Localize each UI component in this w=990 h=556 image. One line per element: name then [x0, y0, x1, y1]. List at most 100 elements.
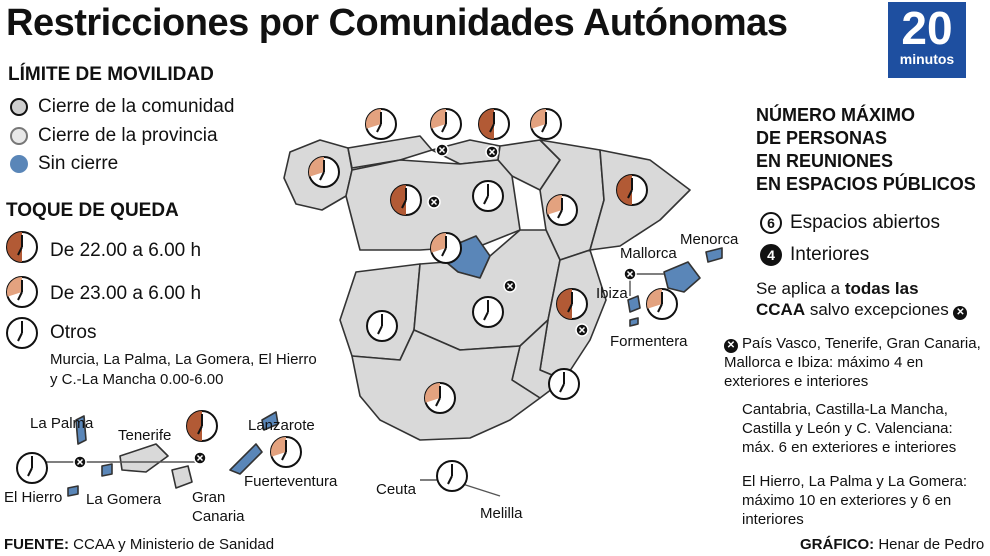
island-el-hierro: [67, 485, 79, 497]
legend-label: Otros: [50, 322, 97, 343]
exception-marker-icon: [435, 143, 449, 157]
exception-marker-icon: [485, 145, 499, 159]
otros-note-1: Murcia, La Palma, La Gomera, El Hierro: [50, 351, 317, 368]
legend-label: Sin cierre: [38, 153, 119, 174]
island-fuerteventura: [229, 443, 263, 475]
island-mallorca: [663, 261, 701, 293]
footer-grafico: GRÁFICO: Henar de Pedro: [800, 536, 984, 553]
exception-marker-icon: [503, 279, 517, 293]
label-la-gomera: La Gomera: [86, 491, 162, 508]
clock-otros-icon: [6, 317, 38, 349]
label-menorca: Menorca: [680, 231, 739, 248]
legend-label: Espacios abiertos: [790, 212, 940, 233]
clock-23h-icon: [308, 156, 340, 188]
movilidad-heading: LÍMITE DE MOVILIDAD: [8, 64, 214, 85]
exception-x-icon: ✕: [953, 305, 968, 320]
cierre-provincia-swatch: [10, 127, 28, 145]
clock-otros-icon: [472, 180, 504, 212]
island-la-gomera: [101, 463, 113, 477]
excepcion-1: ✕ País Vasco, Tenerife, Gran Canaria, Mal…: [724, 334, 986, 391]
island-la-palma: [75, 415, 87, 445]
clock-22h-icon: [390, 184, 422, 216]
legend-label: De 23.00 a 6.00 h: [50, 283, 202, 304]
legend-otros: Otros: [50, 322, 96, 344]
label-ceuta: Ceuta: [376, 481, 417, 498]
page-title: Restricciones por Comunidades Autónomas: [6, 2, 788, 44]
aplica-bold: todas las: [844, 279, 919, 298]
legend-abiertos: 6 Espacios abiertos: [760, 212, 940, 234]
label-formentera: Formentera: [610, 333, 688, 350]
label-melilla: Melilla: [480, 505, 523, 522]
grafico-label: GRÁFICO:: [800, 536, 875, 553]
clock-23h-icon: [424, 382, 456, 414]
clock-23h-icon: [430, 232, 462, 264]
clock-22h-icon: [616, 174, 648, 206]
island-ibiza: [627, 295, 641, 313]
exception-marker-icon: [427, 195, 441, 209]
interiores-number: 4: [760, 244, 782, 266]
clock-22h-icon: [556, 288, 588, 320]
region-asturias: [347, 135, 433, 169]
legend-23: De 23.00 a 6.00 h: [50, 283, 201, 305]
legend-cierre-provincia: Cierre de la provincia: [10, 125, 218, 147]
label-fuerteventura: Fuerteventura: [244, 473, 338, 490]
aplica-note: Se aplica a todas las CCAA salvo excepci…: [756, 278, 968, 320]
island-tenerife: [119, 443, 169, 473]
brand-logo: 20 minutos: [888, 2, 966, 78]
heading-line: DE PERSONAS: [756, 128, 888, 148]
label-la-palma: La Palma: [30, 415, 94, 432]
reuniones-heading: NÚMERO MÁXIMO DE PERSONAS EN REUNIONES E…: [756, 104, 976, 196]
exception-marker-icon: [575, 323, 589, 337]
island-gran-canaria: [171, 465, 193, 489]
clock-23h-icon: [270, 436, 302, 468]
clock-otros-icon: [472, 296, 504, 328]
footer-fuente: FUENTE: CCAA y Ministerio de Sanidad: [4, 536, 274, 553]
label-ibiza: Ibiza: [596, 285, 628, 302]
clock-23h-icon: [530, 108, 562, 140]
toque-heading: TOQUE DE QUEDA: [6, 200, 179, 221]
exception-x-icon: ✕: [724, 338, 738, 353]
label-lanzarote: Lanzarote: [248, 417, 315, 434]
sin-cierre-swatch: [10, 155, 28, 173]
excepcion-2: Cantabria, Castilla-La Mancha, Castilla …: [742, 401, 957, 456]
exception-marker-icon: [623, 267, 637, 281]
otros-note-2: y C.-La Mancha 0.00-6.00: [50, 371, 224, 388]
heading-line: EN REUNIONES: [756, 151, 894, 171]
legend-interiores: 4 Interiores: [760, 244, 869, 266]
aplica-ccaa: CCAA: [756, 300, 806, 319]
clock-otros-icon: [366, 310, 398, 342]
label-mallorca: Mallorca: [620, 245, 677, 262]
clock-23h-icon: [365, 108, 397, 140]
island-formentera: [629, 317, 639, 327]
legend-sin-cierre: Sin cierre: [10, 153, 118, 175]
aplica-text: salvo excepciones: [805, 300, 949, 319]
legend-label: Cierre de la provincia: [38, 125, 218, 146]
exception-marker-icon: [73, 455, 87, 469]
cierre-comunidad-swatch: [10, 98, 28, 116]
logo-sub: minutos: [899, 51, 955, 67]
label-el-hierro: El Hierro: [4, 489, 63, 506]
grafico-text: Henar de Pedro: [878, 536, 985, 553]
excepcion-text: País Vasco, Tenerife, Gran Canaria, Mall…: [724, 335, 981, 390]
island-menorca: [705, 247, 723, 263]
clock-22h-icon: [478, 108, 510, 140]
fuente-label: FUENTE:: [4, 536, 69, 553]
legend-cierre-comunidad: Cierre de la comunidad: [10, 96, 234, 118]
clock-otros-icon: [16, 452, 48, 484]
clock-23h-icon: [6, 276, 38, 308]
heading-line: EN ESPACIOS PÚBLICOS: [756, 174, 976, 194]
legend-label: Cierre de la comunidad: [38, 96, 235, 117]
legend-label: De 22.00 a 6.00 h: [50, 240, 202, 261]
clock-23h-icon: [430, 108, 462, 140]
clock-otros-icon: [436, 460, 468, 492]
exception-marker-icon: [193, 451, 207, 465]
island-lanzarote: [261, 411, 279, 431]
label-tenerife: Tenerife: [118, 427, 172, 444]
legend-22: De 22.00 a 6.00 h: [50, 240, 201, 262]
label-gran-canaria: Gran Canaria: [192, 489, 245, 525]
clock-22h-icon: [186, 410, 218, 442]
aplica-text: Se aplica a: [756, 279, 845, 298]
clock-22h-icon: [6, 231, 38, 263]
excepcion-3: El Hierro, La Palma y La Gomera: máximo …: [742, 473, 968, 528]
